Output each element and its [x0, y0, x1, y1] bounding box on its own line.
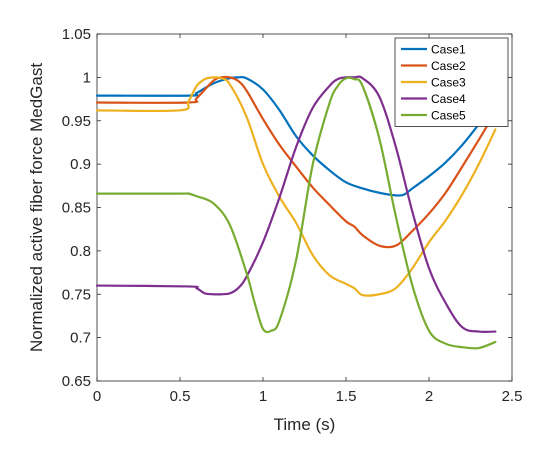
y-tick-label: 0.65 — [62, 373, 91, 390]
legend: Case1 Case2 Case3 Case4 Case5 — [394, 37, 509, 127]
y-tick-label: 0.8 — [70, 243, 91, 260]
y-tick-label: 0.95 — [62, 113, 91, 130]
legend-label-case5: Case5 — [431, 109, 466, 123]
y-axis-label: Normalized active fiber force MedGast — [27, 63, 46, 352]
x-tick-label: 1 — [259, 388, 267, 405]
y-tick-label: 0.7 — [70, 330, 91, 347]
y-tick-label: 1 — [83, 69, 91, 86]
legend-label-case3: Case3 — [431, 76, 466, 90]
x-tick-label: 2 — [425, 388, 433, 405]
legend-label-case4: Case4 — [431, 92, 466, 106]
y-tick-label: 0.85 — [62, 200, 91, 217]
legend-label-case1: Case1 — [431, 43, 466, 57]
y-tick-label: 1.05 — [62, 26, 91, 43]
y-tick-label: 0.9 — [70, 156, 91, 173]
x-tick-label: 1.5 — [336, 388, 357, 405]
series-line-case1 — [95, 75, 497, 197]
y-tick-label: 0.75 — [62, 286, 91, 303]
legend-label-case2: Case2 — [431, 59, 466, 73]
x-tick-label: 2.5 — [502, 388, 523, 405]
series-line-case5 — [95, 76, 497, 350]
series-line-case4 — [95, 75, 497, 333]
x-tick-label: 0 — [93, 388, 101, 405]
series-layer — [95, 75, 497, 350]
axes: 0 0.5 1 1.5 2 2.5 0.65 0.7 0.75 0.8 0.85 0.9 0.95 1 1.… — [62, 26, 523, 405]
series-line-case3 — [95, 76, 497, 297]
x-axis-label: Time (s) — [274, 415, 336, 434]
x-tick-label: 0.5 — [170, 388, 191, 405]
